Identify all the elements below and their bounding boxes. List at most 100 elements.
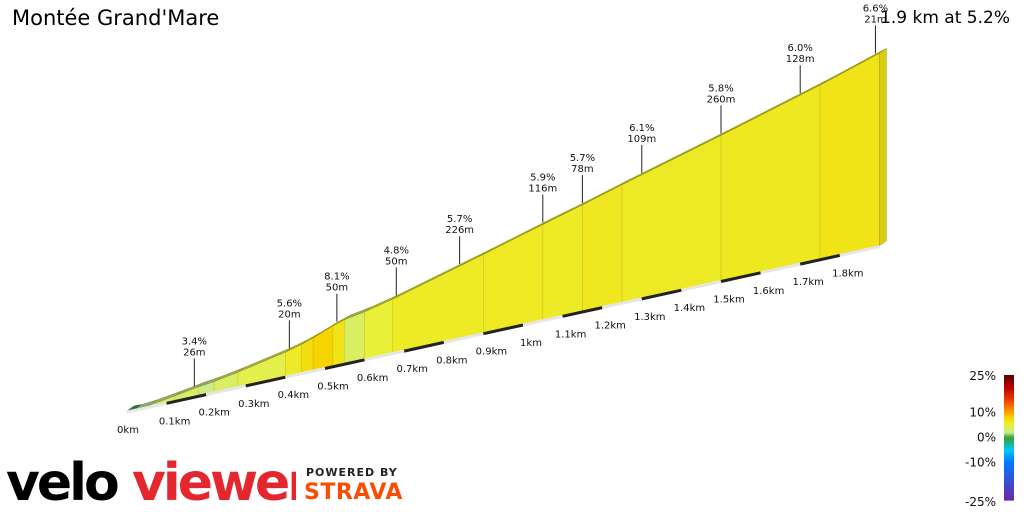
legend-band: [1004, 470, 1014, 472]
profile-slice-18: [720, 84, 821, 281]
legend-band: [1004, 403, 1014, 406]
legend-band: [1004, 428, 1014, 431]
legend-band: [1004, 486, 1014, 489]
legend-band: [1004, 406, 1014, 409]
x-tick-label: 0.7km: [396, 364, 427, 375]
legend-band: [1004, 375, 1014, 377]
profile-slice-17: [621, 134, 722, 303]
legend-band: [1004, 442, 1014, 445]
segment-annotation: 5.7%78m: [570, 153, 595, 204]
legend-band: [1004, 387, 1014, 390]
legend-band: [1004, 471, 1014, 474]
veloviewer-logo: velo viewer: [6, 452, 316, 512]
legend-band: [1004, 481, 1014, 484]
x-tick-label: 1.3km: [634, 312, 665, 323]
legend-band: [1004, 405, 1014, 407]
legend-band: [1004, 482, 1014, 485]
logo-velo: velo: [6, 453, 118, 508]
profile-slice-14: [483, 224, 544, 334]
legend-band: [1004, 467, 1014, 470]
x-tick-label: 0km: [117, 425, 139, 436]
legend-band: [1004, 457, 1014, 460]
legend-band: [1004, 418, 1014, 421]
legend-band: [1004, 437, 1014, 440]
legend-band: [1004, 485, 1014, 487]
legend-band: [1004, 450, 1014, 452]
legend-band: [1004, 392, 1014, 395]
legend-band: [1004, 458, 1014, 461]
axis-dash-11: [562, 306, 603, 318]
legend-band: [1004, 407, 1014, 410]
legend-band: [1004, 416, 1014, 419]
legend-band: [1004, 453, 1014, 456]
legend-band: [1004, 492, 1014, 495]
legend-label: -10%: [965, 456, 996, 470]
legend-band: [1004, 497, 1014, 500]
legend-label: 25%: [969, 369, 996, 383]
legend-band: [1004, 402, 1014, 405]
legend-label: -25%: [965, 495, 996, 509]
x-tick-label: 1.7km: [792, 277, 823, 288]
legend-band: [1004, 480, 1014, 482]
axis-dash-3: [245, 375, 286, 388]
axis-dash-10: [522, 314, 563, 327]
legend-band: [1004, 415, 1014, 417]
legend-band: [1004, 408, 1014, 411]
legend-label: 0%: [977, 431, 996, 445]
legend-band: [1004, 432, 1014, 435]
legend-band: [1004, 463, 1014, 466]
legend-band: [1004, 490, 1014, 492]
legend-band: [1004, 411, 1014, 414]
annotation-length: 50m: [385, 256, 407, 267]
annotation-grade: 5.7%: [447, 214, 472, 225]
segment-annotation: 6.1%109m: [627, 123, 656, 173]
legend-band: [1004, 430, 1014, 432]
x-tick-label: 0.6km: [357, 373, 388, 384]
x-tick-label: 1.5km: [713, 295, 744, 306]
annotation-grade: 5.9%: [530, 173, 555, 184]
powered-by-label: POWERED BY: [306, 466, 398, 479]
legend-band: [1004, 410, 1014, 412]
legend-band: [1004, 381, 1014, 384]
segment-annotation: 6.0%128m: [786, 43, 815, 94]
annotation-length: 50m: [326, 283, 348, 294]
legend-band: [1004, 487, 1014, 490]
annotation-length: 26m: [183, 347, 205, 358]
annotation-grade: 5.8%: [708, 83, 733, 94]
legend-band: [1004, 426, 1014, 429]
axis-dash-15: [720, 271, 761, 283]
axis-dash-4: [285, 367, 326, 379]
segment-annotation: 4.8%50m: [384, 245, 409, 296]
x-tick-label: 1.1km: [555, 329, 586, 340]
legend-band: [1004, 397, 1014, 400]
distance-axis: 0km 0.1km 0.2km 0.3km 0.4km 0.5km 0.6km 0.7km 0.…: [117, 245, 880, 436]
legend-band: [1004, 401, 1014, 404]
segment-annotation: 5.7%226m: [445, 214, 474, 265]
legend-band: [1004, 466, 1014, 469]
axis-dash-14: [681, 280, 722, 292]
legend-band: [1004, 462, 1014, 465]
x-tick-label: 1.2km: [594, 321, 625, 332]
annotation-length: 109m: [627, 134, 656, 145]
legend-band: [1004, 438, 1014, 441]
legend-band: [1004, 491, 1014, 494]
legend-band: [1004, 377, 1014, 380]
legend-label: 10%: [969, 406, 996, 420]
legend-band: [1004, 396, 1014, 399]
legend-band: [1004, 376, 1014, 379]
annotation-grade: 3.4%: [182, 336, 207, 347]
axis-dash-17: [799, 253, 841, 266]
legend-band: [1004, 400, 1014, 402]
annotation-length: 226m: [445, 225, 474, 236]
legend-band: [1004, 393, 1014, 396]
annotation-grade: 4.8%: [384, 245, 409, 256]
segment-annotation: 5.6%20m: [277, 298, 302, 349]
legend-band: [1004, 441, 1014, 444]
legend-band: [1004, 495, 1014, 497]
segment-annotation: 3.4%26m: [182, 336, 207, 387]
legend-band: [1004, 388, 1014, 391]
axis-dash-6: [364, 349, 405, 362]
axis-dash-8: [443, 332, 484, 344]
legend-band: [1004, 427, 1014, 430]
legend-band: [1004, 496, 1014, 499]
